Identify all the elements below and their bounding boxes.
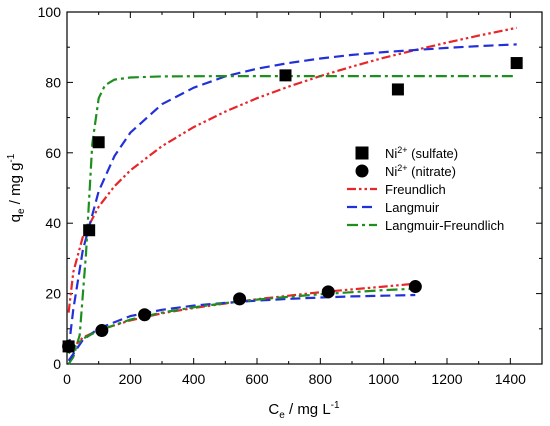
legend: Ni2+ (sulfate) Ni2+ (nitrate) Freundlich La… bbox=[347, 145, 504, 233]
legend-marker-square bbox=[355, 146, 369, 160]
x-tick-label: 1000 bbox=[368, 371, 399, 387]
nitrate-data-point bbox=[408, 280, 422, 294]
y-tick-label: 20 bbox=[45, 286, 61, 302]
legend-marker-circle bbox=[355, 164, 369, 178]
fit-curve-langmuir-nitrate- bbox=[67, 293, 416, 362]
legend-label: Ni2+ (sulfate) bbox=[385, 145, 458, 161]
nitrate-data-point bbox=[321, 285, 335, 299]
legend-label: Langmuir bbox=[385, 200, 440, 215]
x-tick-label: 0 bbox=[63, 371, 71, 387]
sulfate-data-point bbox=[83, 224, 96, 237]
sulfate-data-point bbox=[279, 69, 292, 82]
nitrate-data-point bbox=[138, 308, 152, 322]
y-tick-label: 60 bbox=[45, 145, 61, 161]
data-points bbox=[62, 57, 523, 353]
x-axis-label: Ce / mg L-1 bbox=[268, 400, 340, 421]
nitrate-data-point bbox=[233, 292, 247, 306]
sulfate-data-point bbox=[391, 83, 404, 96]
y-axis-label: qe / mg g-1 bbox=[6, 153, 27, 222]
fit-curve-langmuir bbox=[67, 43, 517, 350]
nitrate-data-point bbox=[62, 339, 76, 353]
fit-curves bbox=[67, 26, 517, 365]
nitrate-data-point bbox=[95, 324, 109, 338]
legend-label: Langmuir-Freundlich bbox=[385, 218, 504, 233]
axis-ticks: 0 200 400 600 800 1000 1200 1400 0 20 40 60 80 100 bbox=[38, 4, 543, 387]
x-tick-label: 200 bbox=[119, 371, 143, 387]
sulfate-data-point bbox=[510, 57, 523, 70]
x-tick-label: 600 bbox=[245, 371, 269, 387]
y-tick-label: 80 bbox=[45, 74, 61, 90]
x-tick-label: 1400 bbox=[495, 371, 526, 387]
x-tick-label: 1200 bbox=[431, 371, 462, 387]
x-tick-label: 800 bbox=[309, 371, 333, 387]
fit-curve-langmuir-freundlich bbox=[67, 74, 517, 365]
y-tick-label: 40 bbox=[45, 215, 61, 231]
fit-curve-freundlich bbox=[67, 26, 517, 313]
legend-label: Freundlich bbox=[385, 182, 446, 197]
y-tick-label: 0 bbox=[53, 356, 61, 372]
x-tick-label: 400 bbox=[182, 371, 206, 387]
legend-label: Ni2+ (nitrate) bbox=[385, 163, 456, 179]
sulfate-data-point bbox=[92, 136, 105, 149]
y-tick-label: 100 bbox=[38, 4, 62, 20]
plot-frame bbox=[66, 11, 543, 365]
